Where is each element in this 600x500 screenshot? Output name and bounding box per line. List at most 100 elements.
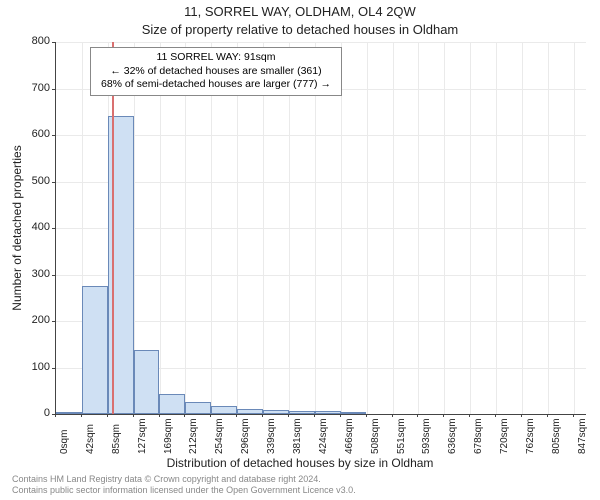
y-tick-label: 800 [10, 35, 50, 47]
x-tick-mark [417, 414, 418, 417]
info-line-2: ← 32% of detached houses are smaller (36… [101, 65, 331, 79]
histogram-bar [159, 394, 185, 414]
footer-line-1: Contains HM Land Registry data © Crown c… [12, 474, 356, 485]
x-tick-mark [159, 414, 160, 417]
y-tick-label: 700 [10, 82, 50, 94]
x-tick-label: 551sqm [396, 418, 407, 454]
x-tick-mark [366, 414, 367, 417]
gridline-v [393, 42, 394, 414]
y-tick-mark [52, 182, 55, 183]
x-tick-label: 42sqm [85, 424, 96, 454]
x-tick-mark [314, 414, 315, 417]
gridline-v [289, 42, 290, 414]
x-tick-label: 762sqm [525, 418, 536, 454]
y-tick-label: 300 [10, 268, 50, 280]
y-tick-label: 0 [10, 407, 50, 419]
gridline-v [237, 42, 238, 414]
histogram-bar [185, 402, 211, 414]
gridline-h [56, 321, 586, 322]
y-tick-mark [52, 321, 55, 322]
x-tick-label: 636sqm [447, 418, 458, 454]
info-line-3: 68% of semi-detached houses are larger (… [101, 78, 331, 92]
gridline-v [211, 42, 212, 414]
x-tick-mark [495, 414, 496, 417]
x-tick-mark [469, 414, 470, 417]
x-tick-mark [236, 414, 237, 417]
gridline-h [56, 135, 586, 136]
histogram-bar [211, 406, 237, 414]
gridline-h [56, 275, 586, 276]
gridline-v [160, 42, 161, 414]
x-tick-label: 169sqm [163, 418, 174, 454]
footer: Contains HM Land Registry data © Crown c… [12, 474, 356, 496]
y-tick-label: 200 [10, 314, 50, 326]
gridline-v [341, 42, 342, 414]
x-tick-label: 805sqm [551, 418, 562, 454]
x-tick-mark [547, 414, 548, 417]
x-tick-label: 339sqm [266, 418, 277, 454]
gridline-v [496, 42, 497, 414]
gridline-v [263, 42, 264, 414]
y-tick-label: 100 [10, 361, 50, 373]
y-tick-label: 400 [10, 221, 50, 233]
histogram-bar [134, 350, 160, 414]
gridline-v [548, 42, 549, 414]
x-axis-label: Distribution of detached houses by size … [0, 456, 600, 470]
histogram-bar [237, 409, 263, 414]
gridline-v [185, 42, 186, 414]
x-tick-label: 85sqm [111, 424, 122, 454]
x-tick-label: 424sqm [318, 418, 329, 454]
x-tick-mark [81, 414, 82, 417]
x-tick-label: 0sqm [59, 430, 70, 454]
x-tick-mark [133, 414, 134, 417]
histogram-bar [315, 411, 341, 414]
x-tick-label: 466sqm [344, 418, 355, 454]
x-tick-label: 127sqm [137, 418, 148, 454]
info-box: 11 SORREL WAY: 91sqm ← 32% of detached h… [90, 47, 342, 96]
y-tick-mark [52, 89, 55, 90]
plot-area [55, 42, 586, 415]
x-tick-mark [521, 414, 522, 417]
x-tick-label: 212sqm [188, 418, 199, 454]
x-tick-mark [392, 414, 393, 417]
histogram-bar [341, 412, 367, 414]
gridline-v [470, 42, 471, 414]
page-title: 11, SORREL WAY, OLDHAM, OL4 2QW [0, 4, 600, 19]
gridline-h [56, 182, 586, 183]
histogram-bar [82, 286, 108, 414]
x-tick-label: 381sqm [292, 418, 303, 454]
histogram-bar [289, 411, 315, 414]
x-tick-mark [55, 414, 56, 417]
x-tick-mark [210, 414, 211, 417]
y-tick-label: 500 [10, 175, 50, 187]
gridline-v [444, 42, 445, 414]
x-tick-label: 254sqm [214, 418, 225, 454]
x-tick-mark [443, 414, 444, 417]
gridline-v [522, 42, 523, 414]
x-tick-label: 508sqm [370, 418, 381, 454]
gridline-h [56, 228, 586, 229]
x-tick-mark [288, 414, 289, 417]
y-tick-mark [52, 368, 55, 369]
x-tick-mark [262, 414, 263, 417]
x-tick-mark [107, 414, 108, 417]
x-tick-label: 296sqm [240, 418, 251, 454]
x-tick-label: 593sqm [421, 418, 432, 454]
histogram-bar [263, 410, 289, 414]
gridline-v [315, 42, 316, 414]
histogram-bar [56, 412, 82, 414]
gridline-v [367, 42, 368, 414]
y-tick-label: 600 [10, 128, 50, 140]
x-tick-mark [340, 414, 341, 417]
y-tick-mark [52, 42, 55, 43]
info-line-1: 11 SORREL WAY: 91sqm [101, 51, 331, 65]
y-tick-mark [52, 275, 55, 276]
x-tick-label: 678sqm [473, 418, 484, 454]
x-tick-mark [184, 414, 185, 417]
footer-line-2: Contains public sector information licen… [12, 485, 356, 496]
gridline-v [574, 42, 575, 414]
x-tick-mark [573, 414, 574, 417]
chart-subtitle: Size of property relative to detached ho… [0, 22, 600, 37]
x-tick-label: 847sqm [577, 418, 588, 454]
gridline-v [418, 42, 419, 414]
